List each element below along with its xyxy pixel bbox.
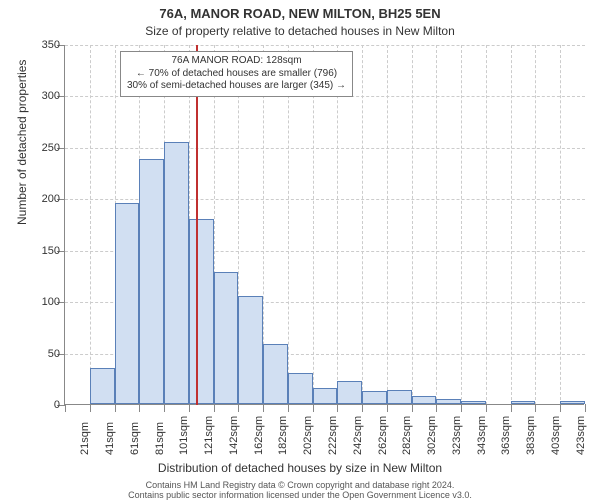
grid-line-v xyxy=(90,45,91,405)
y-tick-label: 300 xyxy=(20,90,60,102)
x-tick xyxy=(214,404,215,412)
histogram-bar xyxy=(189,219,214,404)
grid-line-v xyxy=(362,45,363,405)
x-tick-label: 242sqm xyxy=(352,416,364,455)
x-tick xyxy=(461,404,462,412)
info-line1: 76A MANOR ROAD: 128sqm xyxy=(171,55,301,66)
x-tick-label: 202sqm xyxy=(302,416,314,455)
y-tick-label: 350 xyxy=(20,39,60,51)
x-tick xyxy=(412,404,413,412)
x-tick-label: 21sqm xyxy=(79,422,91,455)
y-tick-label: 100 xyxy=(20,296,60,308)
footnote-line2: Contains public sector information licen… xyxy=(128,490,472,500)
histogram-bar xyxy=(436,399,461,404)
histogram-bar xyxy=(214,272,239,404)
histogram-bar xyxy=(288,373,313,404)
x-tick-label: 121sqm xyxy=(203,416,215,455)
grid-line-v xyxy=(535,45,536,405)
grid-line-v xyxy=(387,45,388,405)
x-tick xyxy=(486,404,487,412)
x-tick xyxy=(387,404,388,412)
x-tick-label: 182sqm xyxy=(277,416,289,455)
grid-line-v xyxy=(288,45,289,405)
grid-line-v xyxy=(412,45,413,405)
x-axis-label: Distribution of detached houses by size … xyxy=(0,461,600,475)
histogram-bar xyxy=(387,390,412,404)
plot-area: 76A MANOR ROAD: 128sqm ← 70% of detached … xyxy=(64,45,584,405)
info-line2: ← 70% of detached houses are smaller (79… xyxy=(136,68,337,79)
x-tick xyxy=(436,404,437,412)
footnote-line1: Contains HM Land Registry data © Crown c… xyxy=(146,480,455,490)
x-tick-label: 423sqm xyxy=(575,416,587,455)
x-tick-label: 81sqm xyxy=(154,422,166,455)
histogram-bar xyxy=(313,388,338,404)
histogram-bar xyxy=(560,401,585,404)
x-tick-label: 403sqm xyxy=(550,416,562,455)
x-tick xyxy=(560,404,561,412)
info-box: 76A MANOR ROAD: 128sqm ← 70% of detached … xyxy=(120,51,353,97)
x-tick-label: 262sqm xyxy=(377,416,389,455)
x-tick-label: 383sqm xyxy=(525,416,537,455)
histogram-bar xyxy=(263,344,288,404)
x-tick xyxy=(535,404,536,412)
grid-line-h xyxy=(65,148,585,149)
x-tick-label: 162sqm xyxy=(253,416,265,455)
grid-line-v xyxy=(461,45,462,405)
y-tick-label: 250 xyxy=(20,142,60,154)
x-tick-label: 343sqm xyxy=(476,416,488,455)
x-tick xyxy=(238,404,239,412)
x-tick-label: 323sqm xyxy=(451,416,463,455)
y-tick-label: 200 xyxy=(20,193,60,205)
x-tick xyxy=(263,404,264,412)
x-tick-label: 41sqm xyxy=(104,422,116,455)
grid-line-v xyxy=(436,45,437,405)
x-tick-label: 302sqm xyxy=(426,416,438,455)
x-tick xyxy=(164,404,165,412)
histogram-bar xyxy=(90,368,115,404)
x-tick-label: 101sqm xyxy=(178,416,190,455)
grid-line-v xyxy=(511,45,512,405)
histogram-bar xyxy=(461,401,486,404)
x-tick-label: 222sqm xyxy=(327,416,339,455)
x-tick xyxy=(585,404,586,412)
histogram-bar xyxy=(164,142,189,404)
grid-line-v xyxy=(486,45,487,405)
chart-title: 76A, MANOR ROAD, NEW MILTON, BH25 5EN xyxy=(0,6,600,21)
x-tick xyxy=(139,404,140,412)
x-tick xyxy=(337,404,338,412)
x-tick xyxy=(65,404,66,412)
histogram-bar xyxy=(337,381,362,404)
chart-container: 76A, MANOR ROAD, NEW MILTON, BH25 5EN Si… xyxy=(0,0,600,500)
histogram-bar xyxy=(511,401,536,404)
y-tick-label: 50 xyxy=(20,348,60,360)
marker-line xyxy=(196,45,198,405)
x-tick xyxy=(189,404,190,412)
footnote: Contains HM Land Registry data © Crown c… xyxy=(0,480,600,501)
chart-subtitle: Size of property relative to detached ho… xyxy=(0,24,600,38)
grid-line-v xyxy=(313,45,314,405)
grid-line-h xyxy=(65,96,585,97)
histogram-bar xyxy=(139,159,164,404)
histogram-bar xyxy=(238,296,263,404)
grid-line-v xyxy=(560,45,561,405)
grid-line-h xyxy=(65,45,585,46)
grid-line-v xyxy=(337,45,338,405)
histogram-bar xyxy=(115,203,140,404)
info-line3: 30% of semi-detached houses are larger (… xyxy=(127,80,346,91)
x-tick xyxy=(511,404,512,412)
y-tick-label: 150 xyxy=(20,245,60,257)
x-tick-label: 363sqm xyxy=(500,416,512,455)
histogram-bar xyxy=(362,391,387,404)
x-tick-label: 61sqm xyxy=(129,422,141,455)
x-tick-label: 282sqm xyxy=(401,416,413,455)
x-tick xyxy=(362,404,363,412)
x-tick xyxy=(288,404,289,412)
x-tick xyxy=(313,404,314,412)
x-tick xyxy=(115,404,116,412)
x-tick xyxy=(90,404,91,412)
histogram-bar xyxy=(412,396,437,404)
x-tick-label: 142sqm xyxy=(228,416,240,455)
y-tick-label: 0 xyxy=(20,399,60,411)
